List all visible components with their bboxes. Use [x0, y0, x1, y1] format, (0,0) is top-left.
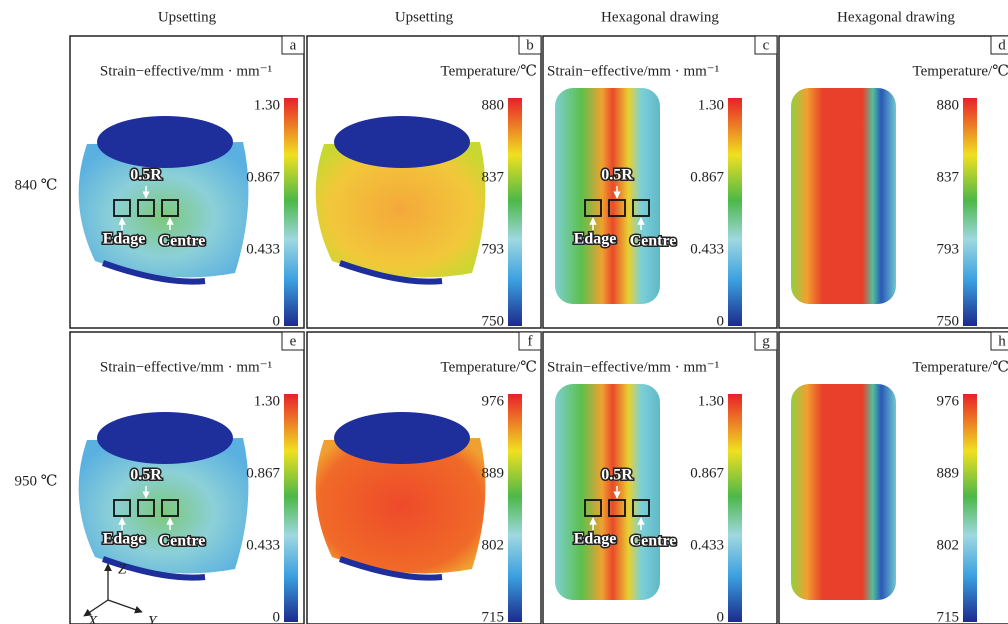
colorbar [508, 394, 522, 622]
annotation: Edage [574, 531, 617, 548]
panel-letter: d [998, 37, 1006, 53]
specimen-top [97, 116, 233, 168]
colorbar-label: 0.433 [690, 241, 724, 257]
colorbar-label: 0.433 [690, 537, 724, 553]
colorbar-label: 802 [937, 537, 960, 553]
colorbar-label: 1.30 [254, 393, 280, 409]
colorbar-label: 0 [717, 313, 725, 329]
panel-letter: a [290, 37, 297, 53]
annotation: Centre [630, 233, 677, 250]
colorbar [728, 98, 742, 326]
colorbar-label: 750 [937, 313, 960, 329]
annotation: Edage [574, 231, 617, 248]
axis-label: Z [118, 561, 127, 577]
colorbar-label: 0.433 [246, 537, 280, 553]
row-label: 950 ℃ [14, 473, 57, 489]
annotation: 0.5R [601, 167, 633, 184]
annotation: 0.5R [130, 167, 162, 184]
colorbar-label: 793 [482, 241, 505, 257]
specimen-top [97, 412, 233, 464]
panel: g Strain−effective/mm · mm⁻¹ 1.30 0.867 0.43… [543, 332, 777, 624]
colorbar-label: 793 [937, 241, 960, 257]
page: Upsetting Upsetting Hexagonal drawing Hexag… [0, 0, 1008, 624]
panel-letter: c [763, 37, 770, 53]
panel-letter: h [998, 333, 1006, 349]
colorbar-label: 715 [937, 609, 960, 624]
legend-title: Temperature/℃ [912, 63, 1008, 79]
panel: b Temperature/℃ 880 837 793 750 [307, 36, 541, 329]
panel-letter: g [762, 333, 770, 349]
colorbar [284, 394, 298, 622]
annotation: Edage [103, 531, 146, 548]
legend-title: Strain−effective/mm · mm⁻¹ [547, 63, 719, 79]
colorbar-label: 1.30 [698, 393, 724, 409]
panel: f Temperature/℃ 976 889 802 715 [307, 332, 541, 624]
panel: a Strain−effective/mm · mm⁻¹ 1.30 0.867 0.43… [70, 36, 304, 329]
colorbar-label: 0.867 [246, 465, 280, 481]
colorbar [963, 98, 977, 326]
colorbar-label: 1.30 [254, 97, 280, 113]
specimen-top [334, 116, 470, 168]
colorbar [963, 394, 977, 622]
colorbar-label: 0.433 [246, 241, 280, 257]
legend-title: Temperature/℃ [440, 359, 537, 375]
annotation: Centre [159, 233, 206, 250]
colorbar-label: 880 [937, 97, 960, 113]
panel: c Strain−effective/mm · mm⁻¹ 1.30 0.867 0.43… [543, 36, 777, 329]
column-header: Upsetting [158, 9, 217, 25]
colorbar-label: 1.30 [698, 97, 724, 113]
column-header: Hexagonal drawing [601, 9, 719, 25]
colorbar-label: 976 [937, 393, 960, 409]
annotation: 0.5R [601, 467, 633, 484]
colorbar [728, 394, 742, 622]
colorbar-label: 0 [273, 609, 281, 624]
colorbar [284, 98, 298, 326]
column-header: Hexagonal drawing [837, 9, 955, 25]
annotation: Edage [103, 231, 146, 248]
row-label: 840 ℃ [14, 177, 57, 193]
annotation: Centre [630, 533, 677, 550]
colorbar-label: 0.867 [246, 169, 280, 185]
colorbar-label: 976 [482, 393, 505, 409]
specimen-body [555, 88, 660, 304]
legend-title: Temperature/℃ [440, 63, 537, 79]
annotation: 0.5R [130, 467, 162, 484]
specimen-body [555, 384, 660, 600]
panel-letter: b [526, 37, 534, 53]
colorbar-label: 0.867 [690, 465, 724, 481]
colorbar-label: 889 [937, 465, 960, 481]
colorbar-label: 0 [717, 609, 725, 624]
colorbar-label: 0.867 [690, 169, 724, 185]
legend-title: Strain−effective/mm · mm⁻¹ [547, 359, 719, 375]
column-header: Upsetting [395, 9, 454, 25]
annotation: Centre [159, 533, 206, 550]
colorbar-label: 837 [937, 169, 960, 185]
panel-letter: f [528, 333, 533, 349]
specimen-body [791, 88, 896, 304]
panel: d Temperature/℃ 880 837 793 750 [779, 36, 1008, 329]
legend-title: Temperature/℃ [912, 359, 1008, 375]
colorbar-label: 0 [273, 313, 281, 329]
axis-label: X [87, 613, 98, 624]
colorbar-label: 802 [482, 537, 505, 553]
specimen-top [334, 412, 470, 464]
panel-letter: e [290, 333, 297, 349]
colorbar-label: 837 [482, 169, 505, 185]
colorbar-label: 750 [482, 313, 505, 329]
legend-title: Strain−effective/mm · mm⁻¹ [100, 359, 272, 375]
panel: h Temperature/℃ 976 889 802 715 [779, 332, 1008, 624]
colorbar [508, 98, 522, 326]
panel: e Strain−effective/mm · mm⁻¹ 1.30 0.867 0.43… [70, 332, 304, 624]
specimen-body [791, 384, 896, 600]
colorbar-label: 889 [482, 465, 505, 481]
colorbar-label: 715 [482, 609, 505, 624]
colorbar-label: 880 [482, 97, 505, 113]
legend-title: Strain−effective/mm · mm⁻¹ [100, 63, 272, 79]
figure: Upsetting Upsetting Hexagonal drawing Hexag… [0, 0, 1008, 624]
